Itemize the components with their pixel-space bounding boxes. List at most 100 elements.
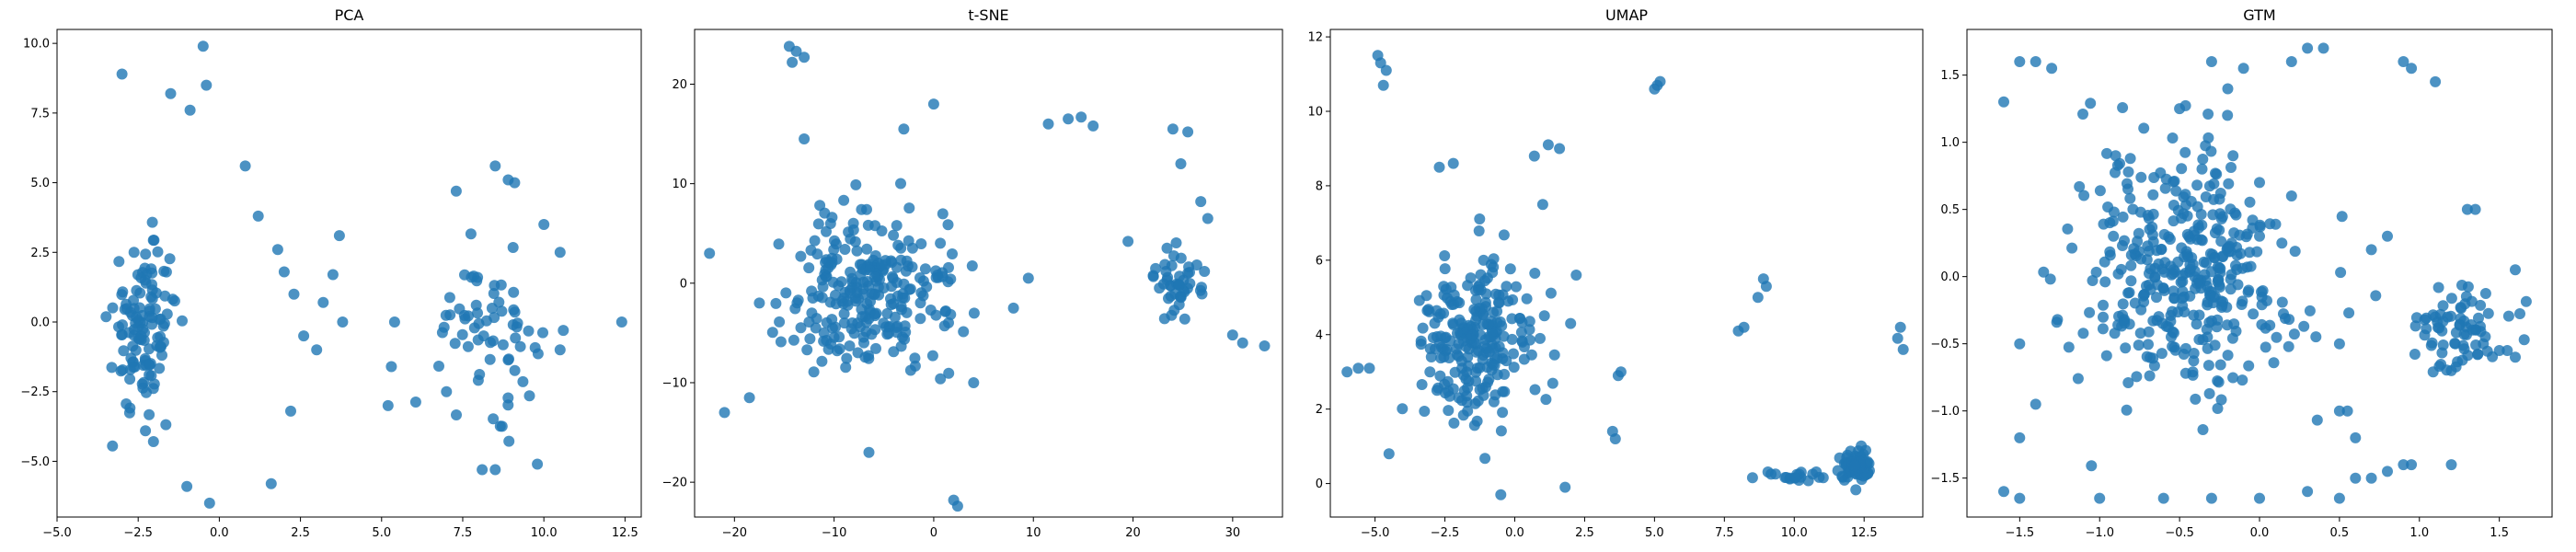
scatter-point <box>155 340 167 352</box>
scatter-point <box>1438 307 1450 319</box>
scatter-point <box>2437 300 2449 312</box>
scatter-point <box>968 307 980 319</box>
scatter-point <box>134 287 146 299</box>
scatter-point <box>2168 268 2179 280</box>
scatter-point <box>317 296 329 308</box>
scatter-point <box>899 333 911 345</box>
scatter-point <box>113 321 124 333</box>
x-tick-label: 12.5 <box>612 526 638 540</box>
scatter-point <box>2214 263 2226 274</box>
scatter-point <box>2094 492 2106 504</box>
scatter-point <box>927 98 939 110</box>
scatter-point <box>2168 292 2180 304</box>
scatter-point <box>2227 150 2239 162</box>
scatter-point <box>1195 196 1207 208</box>
scatter-point <box>1802 475 1814 487</box>
x-tick-label: −1.5 <box>2006 526 2035 540</box>
scatter-point <box>1836 470 1848 482</box>
scatter-point <box>2510 264 2521 276</box>
scatter-point <box>100 311 112 323</box>
scatter-point <box>2406 63 2418 75</box>
scatter-point <box>870 342 881 354</box>
x-tick-label: 2.5 <box>291 526 310 540</box>
scatter-point <box>2153 311 2165 323</box>
scatter-point <box>503 353 514 365</box>
scatter-point <box>826 212 838 224</box>
scatter-point <box>2341 405 2353 417</box>
scatter-point <box>2222 109 2234 121</box>
y-tick-label: 10 <box>672 178 687 191</box>
scatter-point <box>2256 299 2268 311</box>
scatter-point <box>839 244 851 255</box>
scatter-point <box>2222 350 2234 362</box>
scatter-point <box>1998 96 2009 108</box>
panel-title: GTM <box>2243 6 2275 24</box>
scatter-point <box>892 239 904 251</box>
scatter-point <box>2482 307 2494 319</box>
scatter-point <box>1498 330 1510 342</box>
scatter-point <box>1860 444 1871 456</box>
scatter-point <box>1457 335 1469 347</box>
scatter-point <box>795 250 807 262</box>
scatter-point <box>2100 350 2112 362</box>
x-tick-label: 0.0 <box>2250 526 2270 540</box>
scatter-point <box>2433 361 2445 373</box>
scatter-point <box>1202 213 1213 224</box>
scatter-point <box>1565 317 1577 329</box>
scatter-point <box>887 270 898 282</box>
scatter-point <box>888 229 900 241</box>
scatter-point <box>488 335 499 347</box>
scatter-point <box>2215 236 2227 247</box>
x-tick-label: −1.0 <box>2085 526 2114 540</box>
scatter-point <box>201 79 213 91</box>
scatter-point <box>388 316 400 328</box>
scatter-point <box>2208 193 2220 205</box>
scatter-point <box>1168 305 1180 316</box>
scatter-point <box>2156 244 2168 256</box>
scatter-point <box>441 385 453 397</box>
scatter-point <box>2127 203 2139 215</box>
scatter-point <box>856 203 868 215</box>
x-tick-label: −10 <box>822 526 846 540</box>
scatter-point <box>2194 277 2205 289</box>
scatter-point <box>2244 196 2256 208</box>
scatter-point <box>881 328 893 340</box>
scatter-point <box>288 288 300 300</box>
x-tick-label: 1.0 <box>2409 526 2429 540</box>
scatter-point <box>2179 367 2191 379</box>
scatter-point <box>2159 182 2171 194</box>
scatter-point <box>818 335 830 347</box>
scatter-point <box>2138 122 2150 134</box>
scatter-point <box>2209 339 2221 351</box>
scatter-point <box>2085 98 2097 109</box>
scatter-point <box>2302 42 2314 54</box>
scatter-point <box>489 160 501 172</box>
scatter-point <box>443 292 455 304</box>
scatter-point <box>298 330 310 342</box>
scatter-point <box>842 299 854 311</box>
scatter-point <box>1425 351 1437 362</box>
scatter-point <box>1493 296 1504 308</box>
scatter-point <box>1470 293 1482 305</box>
scatter-point <box>1489 360 1501 371</box>
scatter-point <box>851 245 863 257</box>
scatter-point <box>615 316 627 328</box>
scatter-point <box>523 325 535 337</box>
y-tick-label: 6 <box>1316 254 1323 268</box>
scatter-point <box>1850 484 1862 496</box>
scatter-point <box>1417 322 1429 334</box>
y-tick-label: −0.5 <box>1930 338 1960 351</box>
scatter-point <box>743 392 755 404</box>
y-tick-label: 4 <box>1316 328 1323 342</box>
scatter-point <box>2066 242 2078 254</box>
scatter-point <box>278 266 290 278</box>
scatter-point <box>861 243 873 255</box>
scatter-point <box>1420 290 1432 302</box>
scatter-point <box>160 266 172 278</box>
scatter-point <box>885 293 896 305</box>
scatter-point <box>2445 459 2457 471</box>
scatter-point <box>861 298 873 310</box>
scatter-point <box>2202 360 2214 372</box>
scatter-point <box>909 352 921 364</box>
scatter-point <box>1460 374 1472 385</box>
